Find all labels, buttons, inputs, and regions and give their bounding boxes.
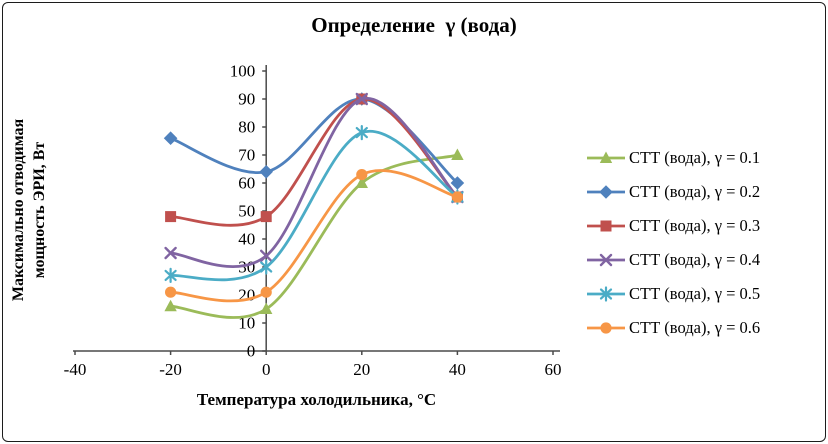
y-tick-label: 60 (238, 174, 255, 193)
legend-key-asterisk (587, 286, 625, 302)
legend-key-triangle (587, 151, 625, 163)
legend: СТТ (вода), γ = 0.1 СТТ (вода), γ = 0.2 СТ… (586, 141, 760, 345)
data-point-triangle (355, 176, 368, 188)
data-point-diamond (163, 131, 178, 145)
x-tick-label: 40 (449, 360, 466, 379)
legend-item: СТТ (вода), γ = 0.2 (586, 175, 760, 209)
series-line (169, 129, 459, 282)
x-tick-label: -40 (64, 360, 87, 379)
data-point-x (164, 246, 177, 260)
data-point-x (260, 249, 273, 262)
legend-marker-diamond (599, 185, 613, 199)
legend-marker-x (599, 253, 613, 267)
chart-title: Определение γ (вода) (311, 13, 517, 37)
data-point-square (260, 211, 272, 223)
data-point-circle (451, 191, 463, 203)
legend-key-square (587, 220, 625, 232)
data-point-circle (260, 286, 272, 298)
legend-marker-square (600, 220, 612, 232)
legend-item: СТТ (вода), γ = 0.6 (586, 311, 760, 345)
legend-label: СТТ (вода), γ = 0.2 (629, 182, 761, 201)
x-tick-label: 60 (545, 360, 562, 379)
x-tick-label: 0 (262, 360, 271, 379)
legend-marker-asterisk (599, 286, 613, 302)
data-point-triangle (164, 299, 177, 312)
y-tick-label: 70 (238, 146, 255, 165)
legend-item: СТТ (вода), γ = 0.5 (586, 277, 760, 311)
x-tick-label: 20 (353, 360, 370, 379)
y-tick-label: 30 (238, 258, 255, 277)
data-point-asterisk (355, 124, 368, 141)
legend-key-diamond (587, 185, 625, 199)
legend-marker-circle (600, 322, 612, 334)
data-point-x (355, 92, 368, 106)
series-line (169, 153, 459, 319)
legend-item: СТТ (вода), γ = 0.3 (586, 209, 760, 243)
data-point-asterisk (260, 259, 273, 275)
data-point-diamond (259, 165, 273, 179)
y-tick-label: 50 (238, 202, 255, 221)
legend-label: СТТ (вода), γ = 0.3 (629, 216, 761, 235)
legend-label: СТТ (вода), γ = 0.1 (629, 148, 761, 167)
data-point-triangle (451, 148, 464, 160)
legend-key-circle (587, 322, 625, 334)
y-tick-label: 100 (230, 62, 256, 81)
legend-key-x (587, 253, 625, 267)
data-point-square (165, 211, 177, 223)
y-tick-label: 90 (238, 90, 255, 109)
legend-item: СТТ (вода), γ = 0.1 (586, 141, 760, 175)
series-line (169, 169, 459, 303)
x-axis-title: Температура холодильника, °С (196, 390, 437, 409)
series-line (169, 97, 459, 268)
legend-label: СТТ (вода), γ = 0.4 (629, 250, 761, 269)
x-tick-label: -20 (159, 360, 182, 379)
data-point-diamond (450, 176, 465, 190)
legend-label: СТТ (вода), γ = 0.6 (629, 318, 761, 337)
legend-marker-triangle (599, 151, 613, 163)
data-point-circle (165, 286, 177, 298)
legend-item: СТТ (вода), γ = 0.4 (586, 243, 760, 277)
y-tick-label: 80 (238, 118, 255, 137)
legend-label: СТТ (вода), γ = 0.5 (629, 284, 761, 303)
data-point-circle (356, 169, 368, 181)
data-point-triangle (260, 302, 273, 314)
y-tick-label: 40 (238, 230, 255, 249)
y-tick-label: 0 (247, 342, 256, 361)
data-point-asterisk (164, 267, 177, 283)
